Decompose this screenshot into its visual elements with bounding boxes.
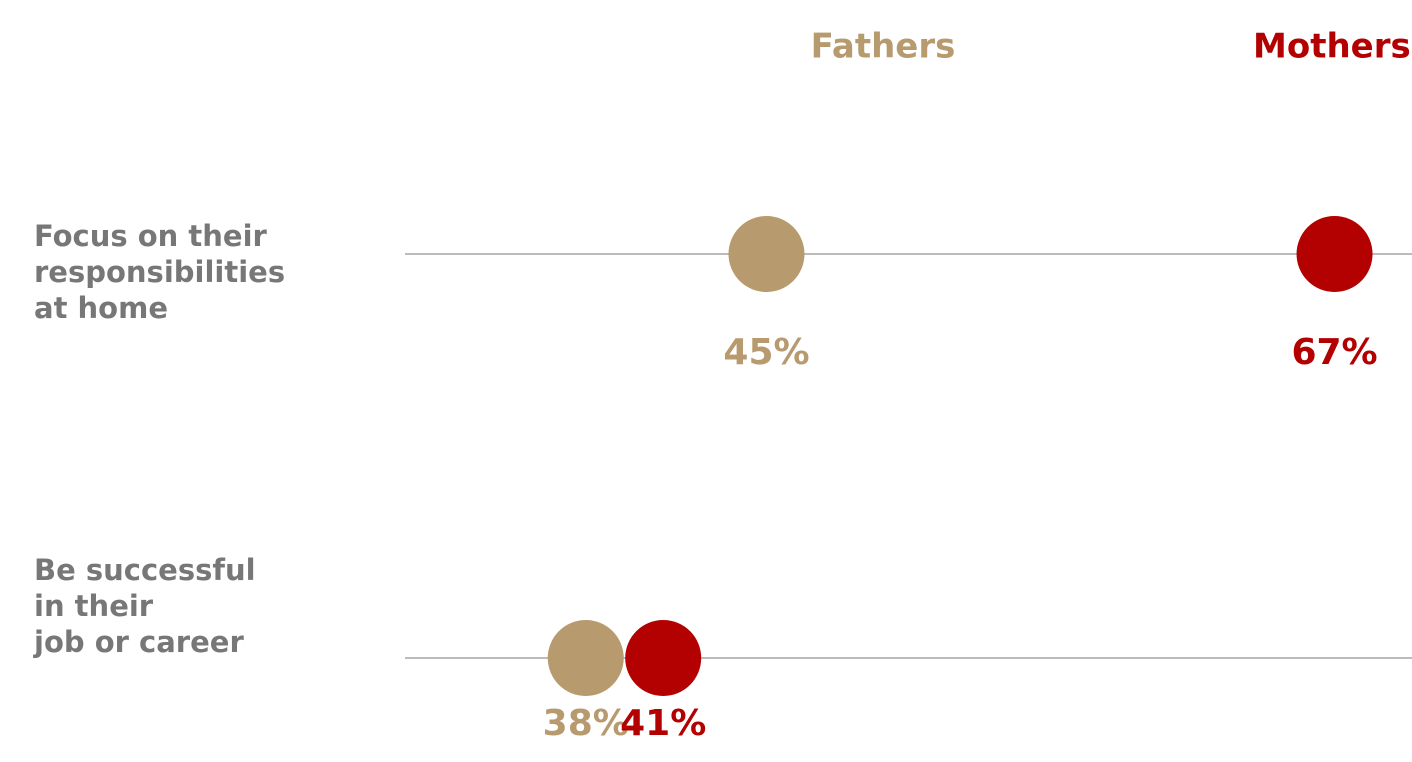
value-label: 45% [723, 332, 809, 373]
value-label: 41% [620, 703, 706, 744]
category-label: Be successful in their job or career [34, 553, 256, 659]
value-label: 67% [1291, 332, 1377, 373]
dot [625, 620, 702, 696]
category-label: Focus on their responsibilities at home [34, 219, 286, 325]
dot [728, 216, 805, 292]
dot [1296, 216, 1373, 292]
value-label: 38% [543, 703, 629, 744]
legend-label: Mothers [1253, 27, 1411, 67]
legend-label: Fathers [811, 27, 956, 67]
dot [547, 620, 624, 696]
